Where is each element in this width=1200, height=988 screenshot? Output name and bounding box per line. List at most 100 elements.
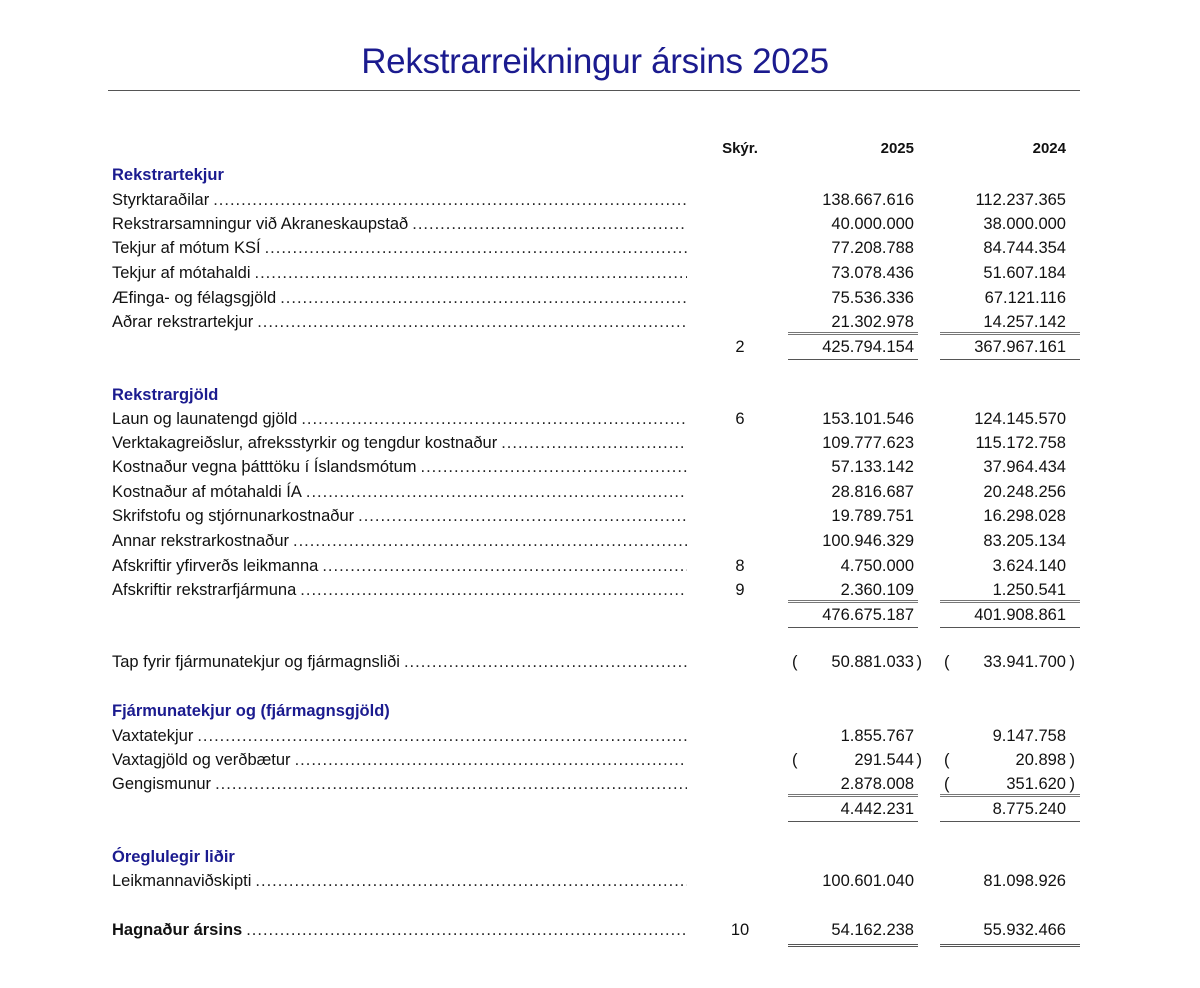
amount: 1.855.767 bbox=[840, 727, 914, 745]
amount: 50.881.033 bbox=[831, 653, 914, 671]
label-text: Kostnaður vegna þátttöku í Íslandsmótum bbox=[112, 458, 417, 476]
label-text: Afskriftir yfirverðs leikmanna bbox=[112, 557, 319, 575]
line-item: Gengismunur.............................… bbox=[0, 772, 1200, 796]
amount: 81.098.926 bbox=[983, 872, 1066, 890]
line-label: Vaxtagjöld og verðbætur.................… bbox=[112, 748, 687, 772]
amount: 2.360.109 bbox=[840, 581, 914, 599]
paren-close: ) bbox=[1069, 653, 1076, 671]
label-text: Verktakagreiðslur, afreksstyrkir og teng… bbox=[112, 434, 498, 452]
amount: 55.932.466 bbox=[983, 921, 1066, 939]
line-label: Styrktaraðilar..........................… bbox=[112, 188, 687, 212]
dot-leader: ........................................… bbox=[301, 410, 687, 428]
line-item: Laun og launatengd gjöld................… bbox=[0, 407, 1200, 431]
value-2024: 55.932.466 bbox=[940, 918, 1080, 947]
note-ref: 6 bbox=[735, 410, 745, 428]
value-2024: 401.908.861 bbox=[940, 600, 1080, 628]
label-text: Æfinga- og félagsgjöld bbox=[112, 289, 277, 307]
amount: 21.302.978 bbox=[831, 313, 914, 331]
label-text: Skrifstofu og stjórnunarkostnaður bbox=[112, 507, 355, 525]
line-item: Vaxtatekjur.............................… bbox=[0, 724, 1200, 748]
label-text: Annar rekstrarkostnaður bbox=[112, 532, 289, 550]
line-label: Kostnaður vegna þátttöku í Íslandsmótum.… bbox=[112, 455, 687, 479]
line-label: Afskriftir rekstrarfjármuna.............… bbox=[112, 578, 687, 602]
line-item: Styrktaraðilar..........................… bbox=[0, 188, 1200, 212]
amount: 476.675.187 bbox=[822, 606, 914, 624]
section-heading: Óreglulegir liðir bbox=[112, 848, 235, 866]
paren-close: ) bbox=[1069, 775, 1076, 793]
line-label: Æfinga- og félagsgjöld..................… bbox=[112, 286, 687, 310]
amount: 8.775.240 bbox=[992, 800, 1066, 818]
label-text: Aðrar rekstrartekjur bbox=[112, 313, 254, 331]
value-2024: 8.775.240 bbox=[940, 794, 1080, 822]
value-2025: 4.442.231 bbox=[788, 794, 918, 822]
line-label: Skrifstofu og stjórnunarkostnaður.......… bbox=[112, 504, 687, 528]
amount: 84.744.354 bbox=[983, 239, 1066, 257]
value-2025: 54.162.238 bbox=[788, 918, 918, 947]
note-ref: 8 bbox=[735, 557, 745, 575]
paren-open: ( bbox=[792, 653, 798, 671]
line-label: Afskriftir yfirverðs leikmanna..........… bbox=[112, 554, 687, 578]
note-ref: 9 bbox=[735, 581, 745, 599]
line-item: Skrifstofu og stjórnunarkostnaður.......… bbox=[0, 504, 1200, 528]
paren-open: ( bbox=[944, 751, 950, 769]
amount: 20.898 bbox=[1015, 751, 1066, 769]
label-text: Styrktaraðilar bbox=[112, 191, 210, 209]
column-header-2024: 2024 bbox=[1032, 140, 1066, 157]
dot-leader: ........................................… bbox=[412, 215, 687, 233]
dot-leader: ........................................… bbox=[215, 775, 687, 793]
dot-leader: ........................................… bbox=[254, 264, 688, 282]
dot-leader: ........................................… bbox=[213, 191, 687, 209]
paren-close: ) bbox=[916, 653, 923, 671]
line-item: Leikmannaviðskipti......................… bbox=[0, 869, 1200, 893]
line-item: Kostnaður af mótahaldi ÍA...............… bbox=[0, 480, 1200, 504]
label-text: Laun og launatengd gjöld bbox=[112, 410, 298, 428]
dot-leader: ........................................… bbox=[255, 872, 687, 890]
line-label: Gengismunur.............................… bbox=[112, 772, 687, 796]
value-2024: 367.967.161 bbox=[940, 332, 1080, 360]
amount: 100.946.329 bbox=[822, 532, 914, 550]
dot-leader: ........................................… bbox=[293, 532, 687, 550]
dot-leader: ........................................… bbox=[257, 313, 687, 331]
dot-leader: ........................................… bbox=[300, 581, 687, 599]
label-text: Leikmannaviðskipti bbox=[112, 872, 252, 890]
amount: 40.000.000 bbox=[831, 215, 914, 233]
subtotal-row: 4.442.231 8.775.240 bbox=[0, 794, 1200, 822]
amount: 425.794.154 bbox=[822, 338, 914, 356]
dot-leader: ........................................… bbox=[420, 458, 687, 476]
line-label: Hagnaður ársins.........................… bbox=[112, 918, 687, 942]
label-text: Tekjur af mótahaldi bbox=[112, 264, 251, 282]
amount: 73.078.436 bbox=[831, 264, 914, 282]
dot-leader: ........................................… bbox=[358, 507, 687, 525]
paren-close: ) bbox=[1069, 751, 1076, 769]
amount: 138.667.616 bbox=[822, 191, 914, 209]
line-item: Vaxtagjöld og verðbætur.................… bbox=[0, 748, 1200, 772]
label-text: Kostnaður af mótahaldi ÍA bbox=[112, 483, 302, 501]
amount: 1.250.541 bbox=[992, 581, 1066, 599]
label-text: Tekjur af mótum KSÍ bbox=[112, 239, 261, 257]
label-text: Vaxtagjöld og verðbætur bbox=[112, 751, 291, 769]
line-label: Aðrar rekstrartekjur....................… bbox=[112, 310, 687, 334]
amount: 100.601.040 bbox=[822, 872, 914, 890]
paren-open: ( bbox=[944, 775, 950, 793]
label-text: Rekstrarsamningur við Akraneskaupstað bbox=[112, 215, 409, 233]
amount: 112.237.365 bbox=[975, 191, 1066, 209]
note-ref: 10 bbox=[730, 921, 750, 939]
title-divider bbox=[108, 90, 1080, 91]
line-item: Annar rekstrarkostnaður.................… bbox=[0, 529, 1200, 553]
amount: 401.908.861 bbox=[974, 606, 1066, 624]
value-2025: 476.675.187 bbox=[788, 600, 918, 628]
label-text: Gengismunur bbox=[112, 775, 212, 793]
section-heading: Fjármunatekjur og (fjármagnsgjöld) bbox=[112, 702, 390, 720]
amount: 83.205.134 bbox=[983, 532, 1066, 550]
dot-leader: ........................................… bbox=[280, 289, 687, 307]
line-label: Leikmannaviðskipti......................… bbox=[112, 869, 687, 893]
amount: 3.624.140 bbox=[992, 557, 1066, 575]
line-label: Vaxtatekjur.............................… bbox=[112, 724, 687, 748]
line-item: Verktakagreiðslur, afreksstyrkir og teng… bbox=[0, 431, 1200, 455]
line-label: Laun og launatengd gjöld................… bbox=[112, 407, 687, 431]
amount: 54.162.238 bbox=[831, 921, 914, 939]
amount: 20.248.256 bbox=[983, 483, 1066, 501]
page-title: Rekstrarreikningur ársins 2025 bbox=[361, 42, 829, 81]
amount: 16.298.028 bbox=[983, 507, 1066, 525]
amount: 75.536.336 bbox=[831, 289, 914, 307]
